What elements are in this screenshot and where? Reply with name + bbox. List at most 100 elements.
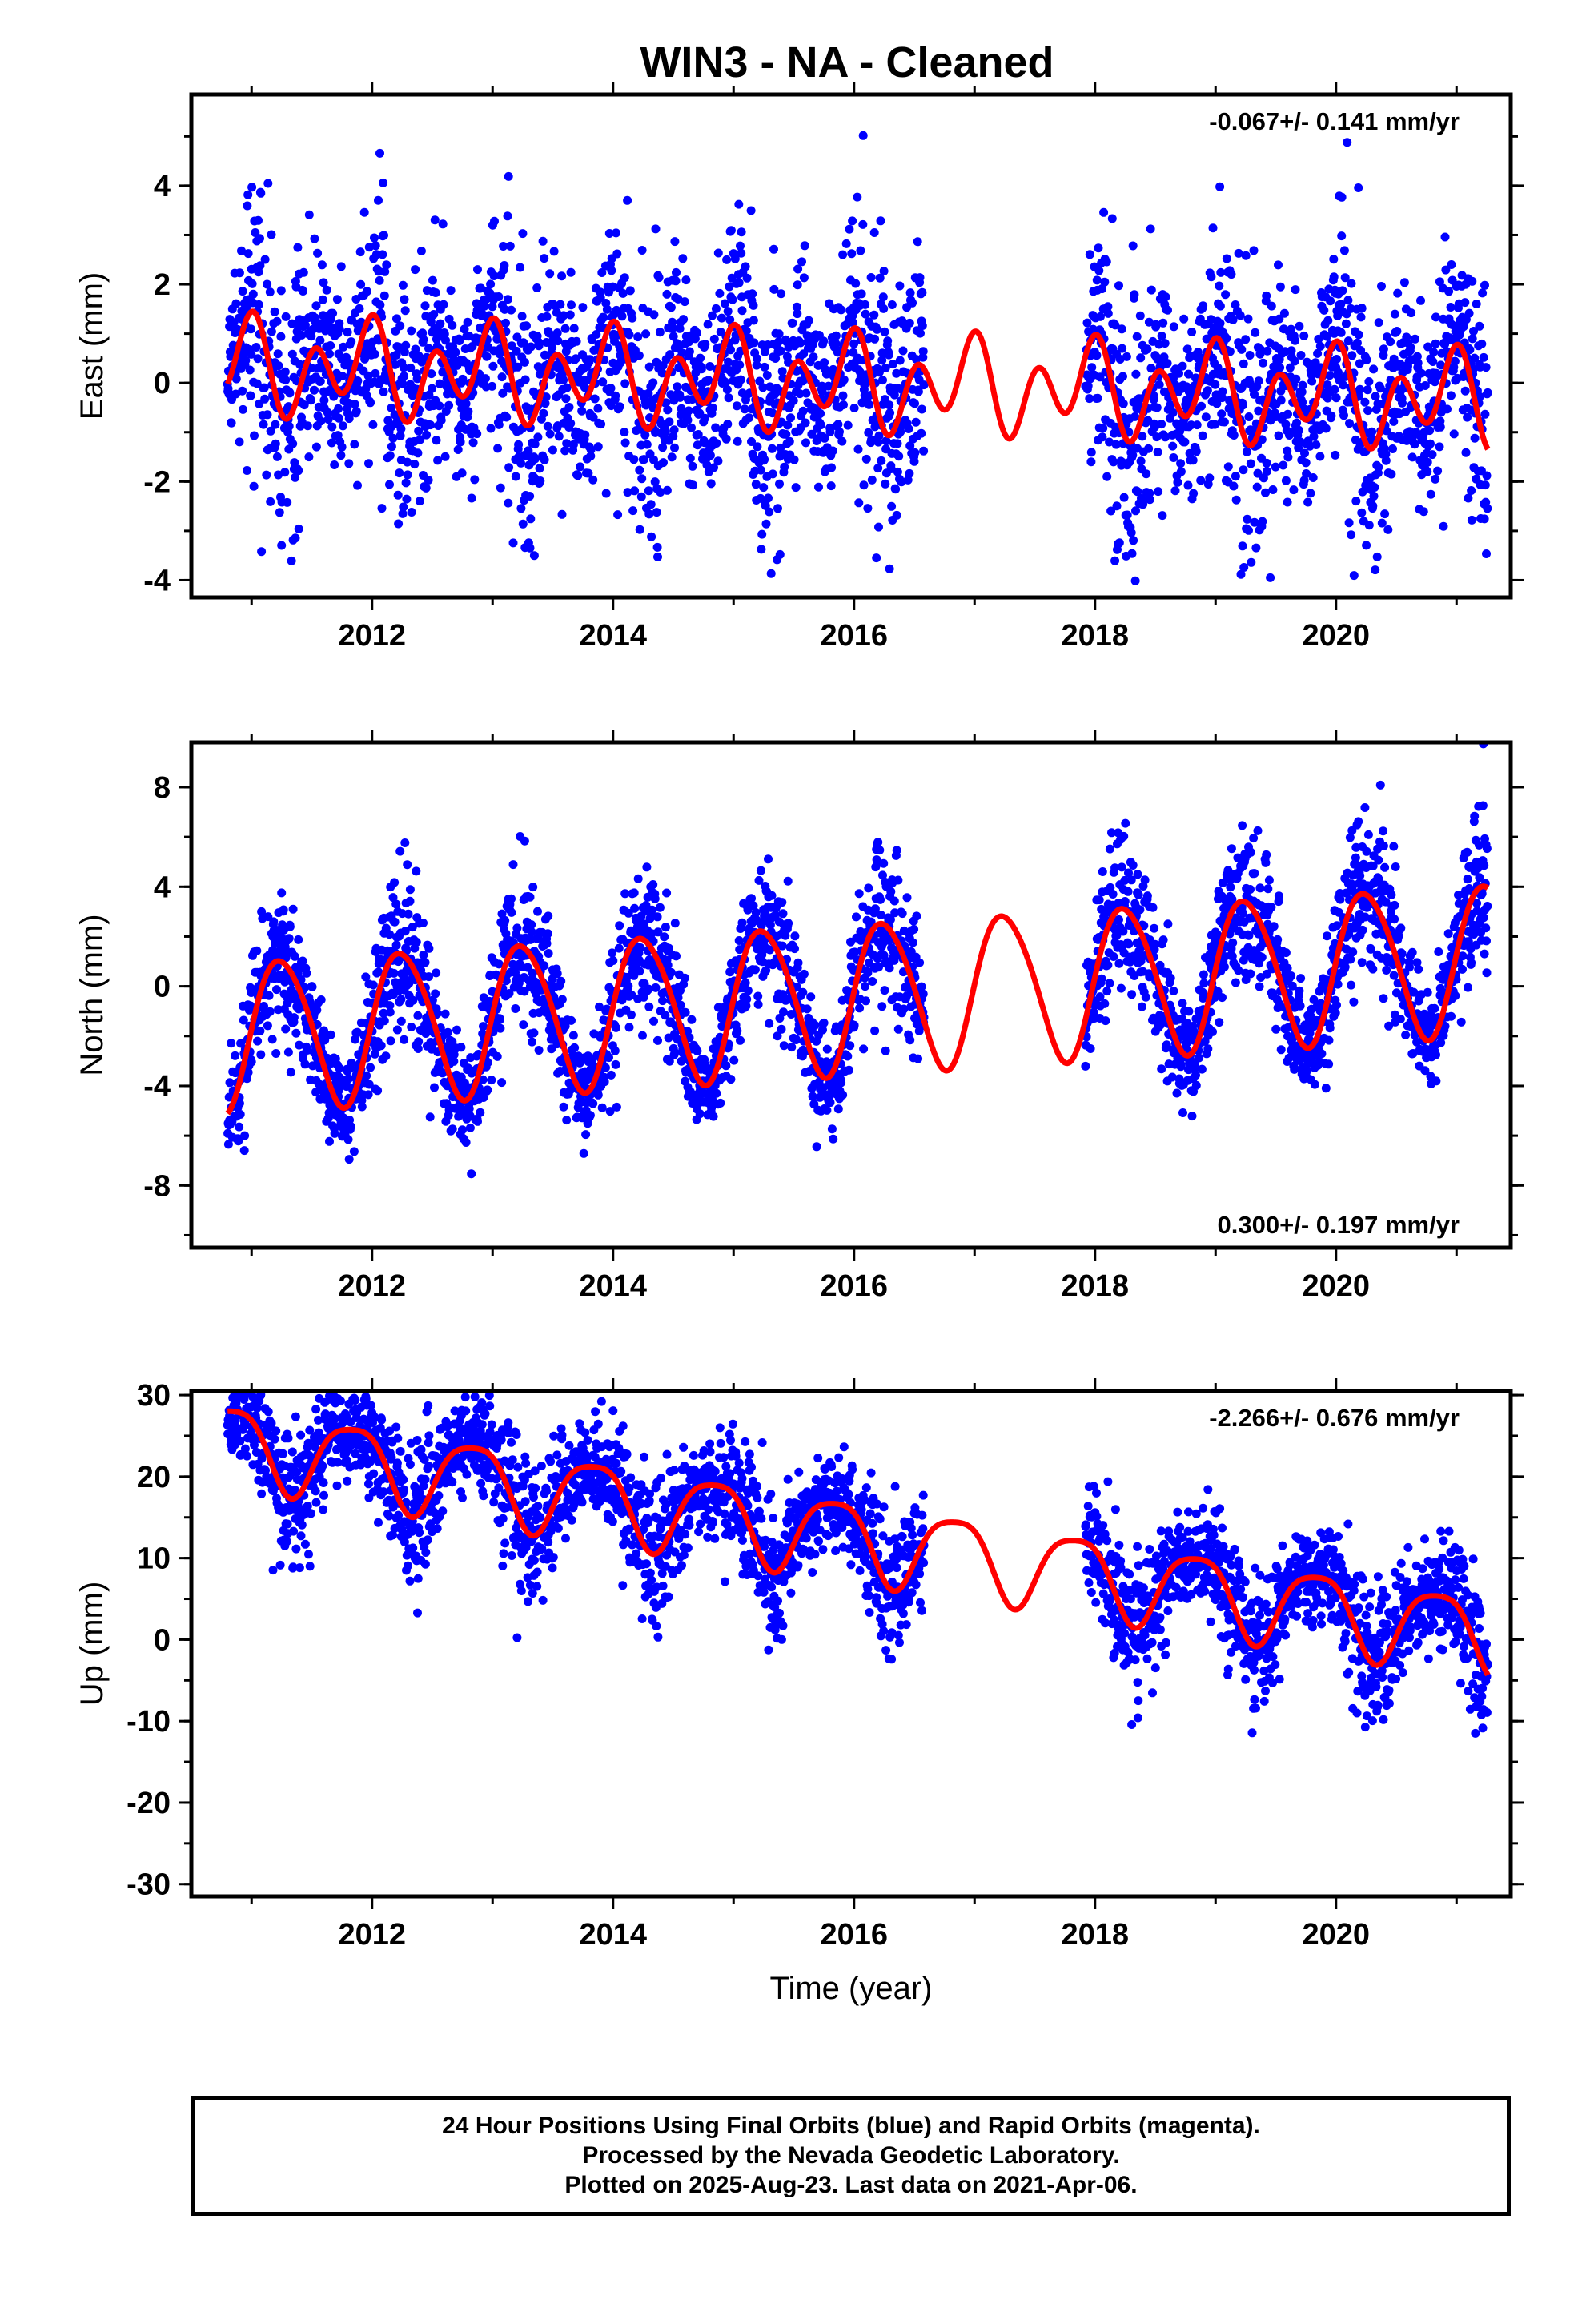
north-data-point — [326, 1030, 335, 1039]
east-data-point — [856, 246, 865, 255]
east-data-point — [801, 388, 811, 398]
north-data-point — [1109, 952, 1118, 961]
east-data-point — [1154, 380, 1164, 389]
north-data-point — [753, 999, 763, 1009]
north-data-point — [240, 1131, 250, 1140]
north-data-point — [405, 885, 415, 895]
east-data-point — [1082, 318, 1092, 328]
east-data-point — [431, 288, 440, 297]
east-data-point — [797, 257, 806, 267]
east-data-point — [501, 318, 510, 328]
east-data-point — [1179, 314, 1189, 324]
east-data-point — [415, 497, 424, 506]
north-data-point — [777, 898, 787, 907]
east-data-point — [905, 441, 915, 451]
north-data-point — [379, 1016, 389, 1026]
east-data-point — [775, 549, 785, 559]
east-data-point — [749, 316, 758, 325]
north-data-point — [253, 1036, 263, 1046]
east-data-point — [1243, 314, 1253, 324]
east-data-point — [1374, 463, 1383, 472]
east-data-point — [873, 464, 883, 473]
east-data-point — [1146, 285, 1156, 295]
east-data-point — [1330, 384, 1339, 394]
north-data-point — [420, 958, 430, 967]
east-data-point — [874, 368, 884, 377]
north-data-point — [385, 1007, 395, 1017]
east-data-point — [1256, 345, 1266, 354]
north-data-point — [741, 978, 750, 987]
east-data-point — [1413, 358, 1423, 368]
east-data-point — [275, 508, 284, 517]
east-data-point — [464, 407, 473, 416]
east-data-point — [1367, 427, 1377, 436]
east-data-point — [307, 332, 316, 341]
east-data-point — [1431, 312, 1440, 322]
north-data-point — [385, 930, 394, 939]
east-data-point — [362, 287, 371, 296]
east-data-point — [1480, 480, 1490, 490]
north-data-point — [889, 896, 899, 906]
north-data-point — [295, 1040, 304, 1050]
north-data-point — [400, 927, 410, 936]
east-data-point — [1470, 353, 1480, 363]
north-data-point — [364, 1080, 374, 1089]
east-data-point — [768, 469, 777, 479]
north-data-point — [644, 1002, 654, 1011]
north-data-point — [285, 922, 295, 931]
east-data-point — [723, 307, 733, 316]
north-data-point — [476, 1108, 485, 1117]
east-data-point — [1231, 495, 1241, 505]
east-data-point — [524, 446, 533, 456]
east-data-point — [1279, 460, 1288, 470]
north-data-point — [861, 996, 870, 1006]
east-data-point — [1241, 251, 1251, 260]
east-data-point — [670, 443, 679, 452]
east-data-point — [1262, 291, 1271, 300]
east-data-point — [379, 231, 388, 240]
east-data-point — [706, 479, 716, 489]
east-data-point — [388, 433, 398, 443]
east-data-point — [685, 347, 694, 356]
east-data-point — [792, 302, 801, 312]
east-data-point — [751, 480, 761, 489]
east-data-point — [848, 318, 857, 328]
east-ylabel: East (mm) — [74, 272, 110, 420]
east-data-point — [273, 349, 283, 359]
east-data-point — [1211, 380, 1220, 389]
east-data-point — [1118, 372, 1127, 381]
east-data-point — [1170, 486, 1180, 496]
east-data-point — [1259, 473, 1268, 483]
east-ytick-label: -4 — [143, 564, 171, 597]
east-data-point — [566, 419, 576, 428]
east-data-point — [1191, 447, 1201, 456]
east-data-point — [1274, 431, 1283, 440]
east-data-point — [488, 302, 497, 312]
east-data-point — [1175, 426, 1185, 436]
north-data-point — [504, 989, 514, 998]
north-data-point — [777, 1024, 786, 1034]
east-data-point — [1203, 386, 1212, 396]
east-data-point — [422, 430, 432, 440]
east-data-point — [276, 332, 286, 341]
east-data-point — [793, 309, 802, 319]
east-data-point — [1423, 457, 1432, 467]
east-data-point — [1475, 392, 1484, 401]
east-data-point — [801, 438, 810, 448]
east-data-point — [260, 255, 270, 264]
east-data-point — [334, 404, 343, 413]
east-data-point — [620, 379, 630, 388]
north-data-point — [837, 1078, 846, 1088]
north-data-point — [440, 1009, 450, 1019]
east-data-point — [477, 309, 487, 319]
north-data-point — [400, 838, 410, 847]
north-data-point — [430, 1083, 439, 1092]
east-data-point — [1337, 192, 1347, 202]
east-data-point — [1149, 395, 1158, 404]
east-data-point — [514, 440, 524, 449]
east-data-point — [721, 378, 730, 388]
east-data-point — [905, 468, 914, 478]
north-data-point — [1101, 1016, 1110, 1026]
east-data-point — [322, 285, 331, 295]
